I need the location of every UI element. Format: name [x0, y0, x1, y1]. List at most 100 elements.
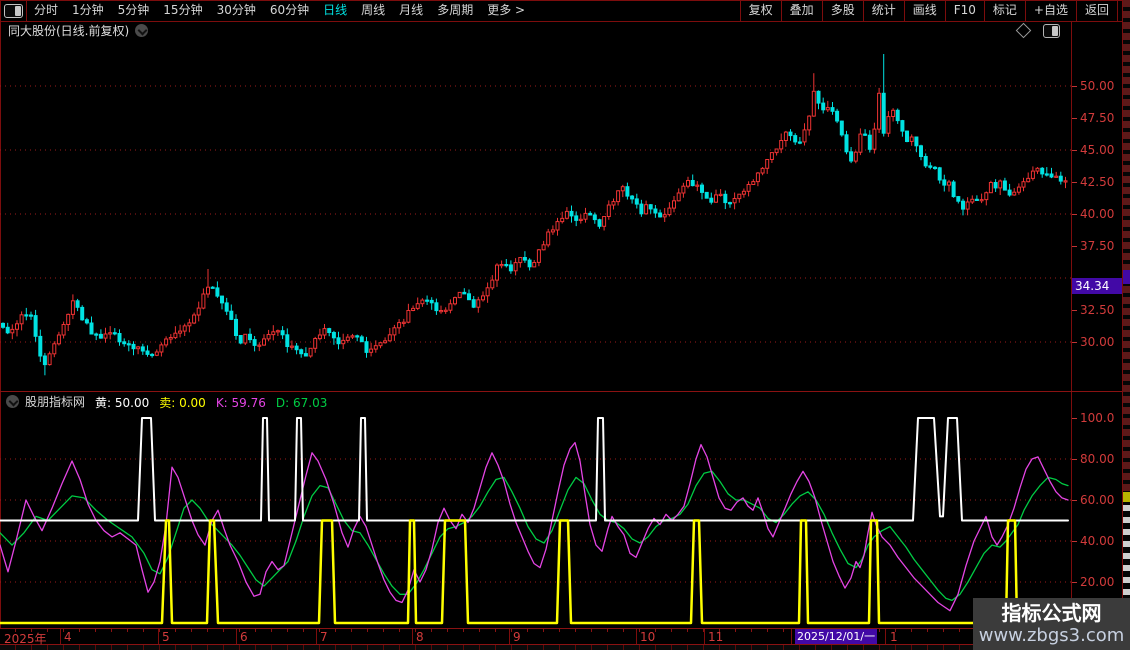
month-label: 6 — [240, 630, 248, 644]
price-axis-label: 45.00 — [1080, 143, 1115, 157]
action-button-5[interactable]: 画线 — [903, 0, 945, 21]
month-divider — [509, 629, 510, 644]
action-buttons: 复权 叠加 多股 统计 画线 F10 标记 +自选 返回 — [739, 0, 1118, 21]
right-strip-yellow-mark — [1123, 492, 1130, 502]
watermark: 指标公式网 www.zbgs3.com — [973, 598, 1130, 650]
layout-icon — [3, 3, 23, 18]
action-button-3[interactable]: 多股 — [821, 0, 863, 21]
price-axis-label: 30.00 — [1080, 335, 1115, 349]
month-divider — [791, 629, 792, 644]
action-button-6[interactable]: F10 — [944, 0, 984, 21]
axis-tick — [1072, 582, 1077, 583]
action-button-1[interactable]: 复权 — [739, 0, 781, 21]
last-price-tag: 34.34 — [1072, 278, 1125, 295]
indicator-chart[interactable] — [0, 410, 1072, 628]
month-label: 5 — [162, 630, 170, 644]
month-label: 4 — [64, 630, 72, 644]
axis-tick — [1072, 500, 1077, 501]
indicator-value-1: 黄: 50.00 — [95, 396, 150, 410]
indicator-legend: 黄: 50.00 卖: 0.00 K: 59.76 D: 67.03 — [85, 392, 327, 411]
price-axis-label: 37.50 — [1080, 239, 1115, 253]
diamond-icon[interactable] — [1015, 22, 1032, 39]
price-axis-label: 32.50 — [1080, 303, 1115, 317]
period-toolbar: 分时 1分钟 5分钟 15分钟 30分钟 60分钟 日线 周线 月线 多周期 更多 > 复权 叠加 多股… — [0, 0, 1130, 22]
axis-separator-line — [1071, 21, 1072, 645]
price-axis-label: 47.50 — [1080, 111, 1115, 125]
indicator-axis-label: 20.00 — [1080, 575, 1115, 589]
chevron-down-icon[interactable] — [135, 24, 149, 37]
period-tab-6[interactable]: 60分钟 — [269, 3, 310, 17]
indicator-value-3: K: 59.76 — [215, 396, 266, 410]
price-axis-label: 42.50 — [1080, 175, 1115, 189]
axis-tick — [1072, 214, 1077, 215]
month-divider — [885, 629, 886, 644]
chart-title[interactable]: 同大股份(日线.前复权) — [8, 24, 130, 38]
price-axis: 50.00 47.50 45.00 42.50 40.00 37.50 32.50 30.00… — [1071, 40, 1125, 392]
period-tab-9[interactable]: 月线 — [399, 3, 424, 17]
right-strip-digits — [1123, 505, 1130, 600]
month-label: 1 — [890, 630, 898, 644]
action-button-4[interactable]: 统计 — [862, 0, 904, 21]
month-divider — [412, 629, 413, 644]
action-button-2[interactable]: 叠加 — [780, 0, 822, 21]
indicator-value-4: D: 67.03 — [275, 396, 328, 410]
next-pane-edge — [0, 645, 1122, 650]
watermark-title: 指标公式网 — [1001, 601, 1102, 625]
period-tab-7[interactable]: 日线 — [323, 3, 348, 17]
panel-layout-icon[interactable] — [1043, 23, 1060, 38]
period-tabs: 分时 1分钟 5分钟 15分钟 30分钟 60分钟 日线 周线 月线 多周期 更多 > — [27, 0, 532, 21]
date-tag: 2025/12/01/一 — [795, 629, 878, 644]
indicator-axis-label: 60.00 — [1080, 493, 1115, 507]
indicator-axis-label: 100.0 — [1080, 411, 1115, 425]
axis-tick — [1072, 342, 1077, 343]
action-button-9[interactable]: 返回 — [1075, 0, 1118, 21]
right-edge-strip — [1122, 0, 1130, 650]
action-button-7[interactable]: 标记 — [983, 0, 1025, 21]
month-divider — [236, 629, 237, 644]
candlestick-chart[interactable] — [0, 40, 1072, 392]
axis-tick — [1072, 541, 1077, 542]
indicator-name[interactable]: 股朋指标网 — [25, 395, 86, 409]
axis-tick — [1072, 150, 1077, 151]
axis-tick — [1072, 310, 1077, 311]
period-tab-1[interactable]: 分时 — [34, 3, 59, 17]
month-label: 8 — [416, 630, 424, 644]
axis-tick — [1072, 86, 1077, 87]
layout-toggle-button[interactable] — [0, 0, 27, 21]
indicator-header: 股朋指标网 黄: 50.00 卖: 0.00 K: 59.76 D: 67.03 — [0, 391, 1122, 411]
indicator-axis: 100.0 80.00 60.00 40.00 20.00 — [1071, 410, 1122, 628]
title-icons — [1015, 22, 1060, 39]
axis-tick — [1072, 246, 1077, 247]
period-tab-4[interactable]: 15分钟 — [163, 3, 203, 17]
month-divider — [636, 629, 637, 644]
month-label: 10 — [640, 630, 656, 644]
chart-title-row: 同大股份(日线.前复权) — [0, 21, 1122, 40]
axis-tick — [1072, 182, 1077, 183]
month-label: 11 — [708, 630, 724, 644]
period-tab-8[interactable]: 周线 — [361, 3, 386, 17]
month-label: 7 — [320, 630, 328, 644]
price-axis-label: 50.00 — [1080, 79, 1115, 93]
watermark-url: www.zbgs3.com — [978, 625, 1125, 646]
period-tab-11[interactable]: 更多 > — [487, 3, 526, 17]
axis-tick — [1072, 118, 1077, 119]
price-axis-label: 40.00 — [1080, 207, 1115, 221]
period-tab-10[interactable]: 多周期 — [437, 3, 474, 17]
period-tab-5[interactable]: 30分钟 — [216, 3, 256, 17]
month-divider — [316, 629, 317, 644]
period-tab-2[interactable]: 1分钟 — [72, 3, 104, 17]
year-label: 2025年 — [4, 632, 47, 646]
month-divider — [158, 629, 159, 644]
indicator-chevron-icon[interactable] — [6, 395, 19, 408]
right-strip-highlight — [1123, 270, 1130, 284]
month-divider — [704, 629, 705, 644]
action-button-8[interactable]: +自选 — [1024, 0, 1076, 21]
axis-tick — [1072, 459, 1077, 460]
indicator-axis-label: 40.00 — [1080, 534, 1115, 548]
indicator-value-2: 卖: 0.00 — [159, 396, 206, 410]
period-tab-3[interactable]: 5分钟 — [117, 3, 150, 17]
date-axis[interactable]: 2025年 2025/12/01/一 4 5 6 7 8 9 10 11 1 — [0, 628, 1122, 646]
month-divider — [60, 629, 61, 644]
indicator-axis-label: 80.00 — [1080, 452, 1115, 466]
